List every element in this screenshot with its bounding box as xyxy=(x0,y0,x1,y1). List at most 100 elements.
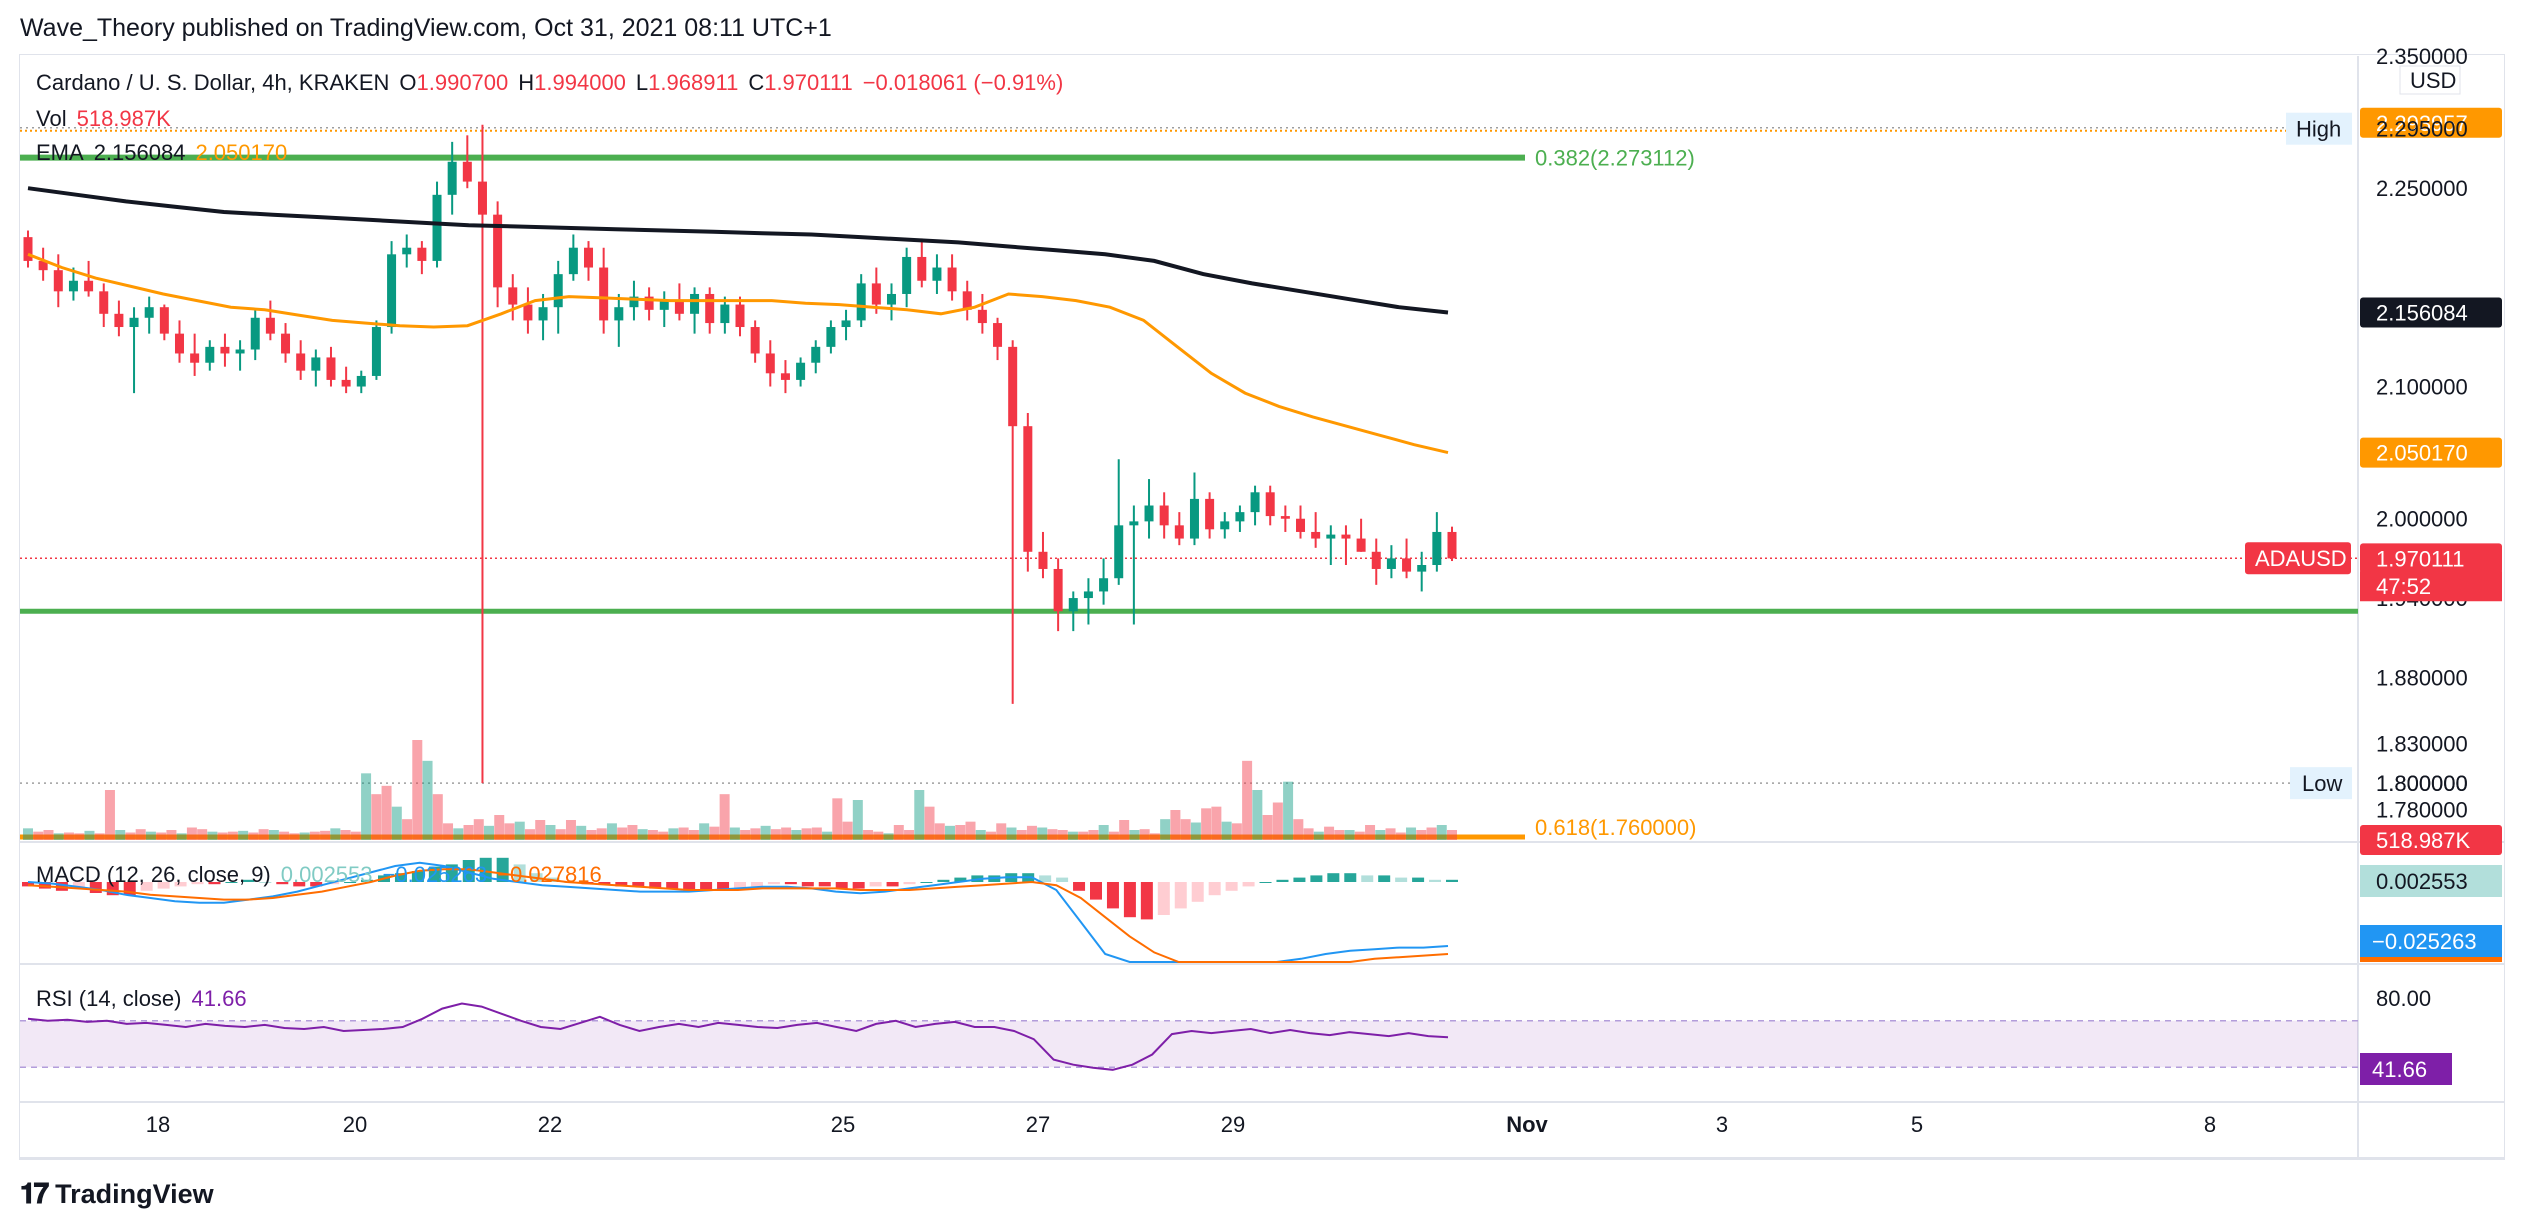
price-tick-label: 2.350000 xyxy=(2376,44,2468,69)
volume-bar xyxy=(1447,830,1457,840)
volume-bar xyxy=(1283,781,1294,840)
macd-histogram-bar xyxy=(683,882,696,891)
currency-label: USD xyxy=(2410,68,2456,93)
candle xyxy=(99,283,109,328)
signal-line xyxy=(27,868,1449,963)
volume-bar xyxy=(545,825,556,840)
macd-histogram-bar xyxy=(903,882,916,885)
volume-bar xyxy=(309,831,320,840)
volume-bar xyxy=(832,798,843,840)
volume-bar xyxy=(1303,828,1314,840)
volume-bar xyxy=(104,790,115,840)
candle xyxy=(508,274,518,321)
price-badge-label: 1.970111 xyxy=(2376,546,2465,571)
ema-layer xyxy=(27,186,1449,455)
volume-bar xyxy=(883,833,894,840)
macd-histogram-bar xyxy=(717,882,730,891)
candle xyxy=(1023,412,1033,572)
macd-label: MACD (12, 26, close, 9) xyxy=(36,862,271,887)
volume-bar xyxy=(361,773,372,840)
volume-bar xyxy=(535,820,546,840)
volume-bar xyxy=(893,825,904,840)
candle-body xyxy=(614,307,624,321)
candle xyxy=(705,287,715,334)
macd-legend: MACD (12, 26, close, 9) 0.002553 −0.025263… xyxy=(36,862,612,888)
volume-bar xyxy=(115,830,126,840)
candle xyxy=(1386,545,1396,579)
candle xyxy=(1296,505,1306,539)
candle xyxy=(281,323,291,363)
volume-bar xyxy=(822,831,833,840)
candle xyxy=(962,280,972,321)
candle-body xyxy=(99,291,109,314)
candle-body xyxy=(538,307,548,321)
candle xyxy=(1235,505,1245,532)
candle-body xyxy=(38,260,48,271)
volume-bar xyxy=(637,829,648,840)
close-value: 1.970111 xyxy=(764,70,853,95)
volume-bar xyxy=(863,830,874,840)
macd-histogram-bar xyxy=(225,882,238,883)
volume-bar xyxy=(1324,826,1335,840)
volume-bar xyxy=(330,828,341,840)
rsi-label: RSI (14, close) xyxy=(36,986,182,1011)
volume-bar xyxy=(381,785,392,840)
candle-body xyxy=(1083,591,1093,599)
volume-bar xyxy=(647,830,658,840)
volume-bar xyxy=(770,829,781,840)
candle xyxy=(1265,485,1275,526)
macd-histogram-bar xyxy=(767,882,780,885)
candle-body xyxy=(1159,505,1169,526)
volume-bar xyxy=(1129,830,1140,840)
candle xyxy=(811,340,821,374)
volume-bar xyxy=(914,790,925,840)
volume-bar xyxy=(688,830,699,840)
candle-body xyxy=(493,214,503,288)
macd-layer xyxy=(22,857,1458,963)
macd-histogram-bar xyxy=(1090,882,1102,900)
macd-histogram-bar xyxy=(1039,875,1052,882)
candle-body xyxy=(159,307,169,334)
tradingview-logo-icon: 𝟏𝟕 xyxy=(20,1178,49,1209)
low-label: L xyxy=(635,70,649,95)
candle-body xyxy=(947,267,957,292)
grid-layer xyxy=(20,56,2505,1158)
candle xyxy=(1250,485,1260,526)
macd-histogram-bar xyxy=(72,882,85,889)
candle-body xyxy=(1341,534,1351,539)
candle-body xyxy=(568,247,578,275)
candle xyxy=(190,333,200,376)
candle xyxy=(356,370,366,394)
volume-bar xyxy=(186,827,197,840)
currency-badge xyxy=(2399,65,2461,95)
rsi-legend: RSI (14, close) 41.66 xyxy=(36,986,257,1012)
candle xyxy=(644,287,654,321)
volume-bar xyxy=(1108,831,1119,840)
candle xyxy=(1083,578,1093,625)
candle-body xyxy=(250,317,260,350)
macd-histogram-bar xyxy=(886,882,899,887)
macd-histogram-bar xyxy=(666,882,679,889)
volume-bar xyxy=(484,825,495,840)
candle-body xyxy=(977,309,987,324)
price-tick-label: 2.250000 xyxy=(2376,176,2468,201)
candle-body xyxy=(553,274,563,308)
volume-bar xyxy=(258,829,269,840)
price-badge-label: 2.295000 xyxy=(2376,117,2468,142)
candle-body xyxy=(841,320,851,328)
candle xyxy=(1053,558,1063,632)
low-tag-label: Low xyxy=(2302,771,2342,796)
time-tick-label: 25 xyxy=(831,1112,855,1137)
macd-histogram-bar xyxy=(157,882,170,889)
chart-frame[interactable] xyxy=(19,54,2505,1160)
candle-body xyxy=(53,270,63,292)
volume-bar xyxy=(1190,822,1201,840)
tradingview-logo[interactable]: 𝟏𝟕 TradingView xyxy=(20,1178,214,1211)
candle-body xyxy=(1129,521,1139,526)
volume-bar xyxy=(1016,830,1027,840)
candle xyxy=(614,293,624,347)
candle xyxy=(690,287,700,334)
candle xyxy=(735,296,745,337)
volume-bar xyxy=(904,830,915,840)
